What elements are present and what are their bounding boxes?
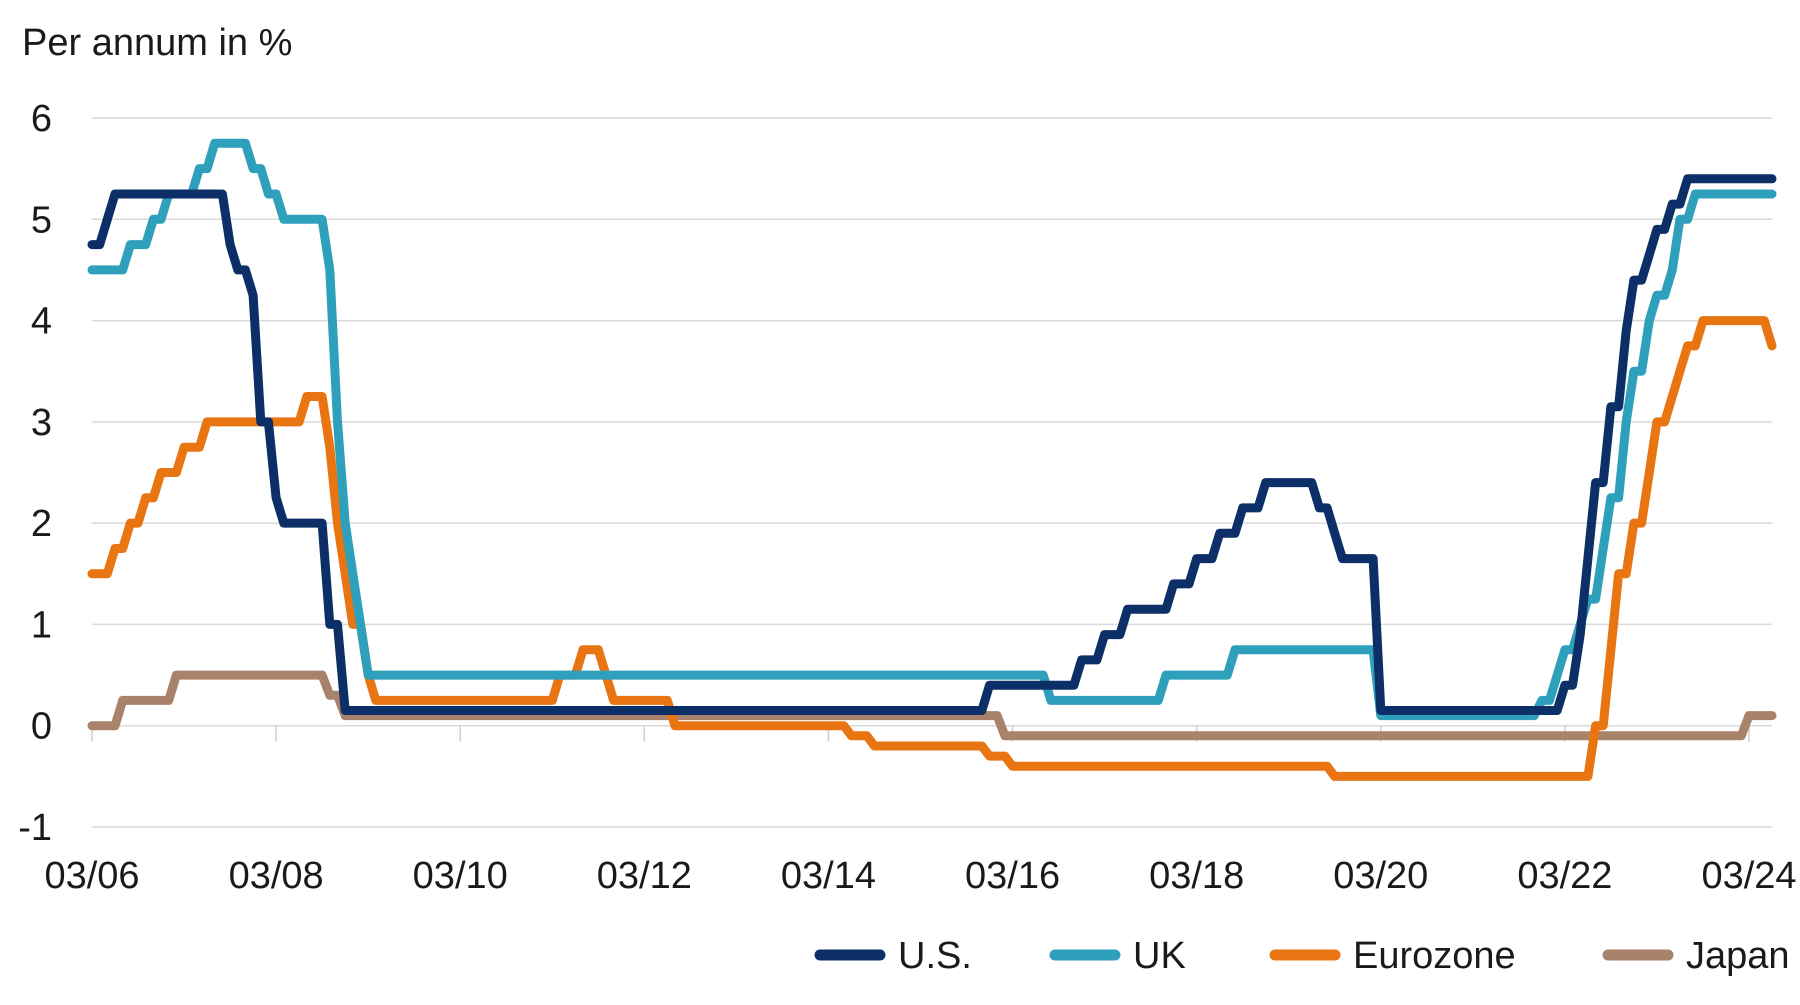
legend-label-japan: Japan <box>1686 935 1790 977</box>
y-tick-label: 2 <box>31 503 52 545</box>
x-axis-ticks: 03/06 03/08 03/10 03/12 03/14 03/16 03/18 03/20… <box>44 725 1797 897</box>
y-tick-label: 1 <box>31 604 52 646</box>
y-tick-label: -1 <box>18 807 52 849</box>
y-axis-ticks: 6 5 4 3 2 1 0 -1 <box>18 98 52 849</box>
series-line-us <box>87 174 1777 715</box>
x-tick-label: 03/16 <box>965 855 1060 897</box>
x-tick-label: 03/12 <box>597 855 692 897</box>
series-line-uk <box>87 138 1777 721</box>
x-tick-label: 03/06 <box>44 855 139 897</box>
y-axis-unit-label: Per annum in % <box>22 22 292 64</box>
y-tick-label: 4 <box>31 301 52 343</box>
legend-label-eurozone: Eurozone <box>1353 935 1516 977</box>
y-tick-label: 5 <box>31 199 52 241</box>
legend-label-us: U.S. <box>898 935 972 977</box>
legend: U.S. UK Eurozone Japan <box>814 935 1790 977</box>
series-line-japan <box>87 670 1777 741</box>
x-tick-label: 03/10 <box>413 855 508 897</box>
series-line-eurozone <box>87 316 1777 781</box>
legend-label-uk: UK <box>1133 935 1186 977</box>
series-lines <box>87 138 1777 781</box>
gridlines <box>92 117 1772 828</box>
y-tick-label: 3 <box>31 402 52 444</box>
x-tick-label: 03/18 <box>1149 855 1244 897</box>
y-tick-label: 6 <box>31 98 52 140</box>
y-tick-label: 0 <box>31 706 52 748</box>
x-tick-label: 03/08 <box>229 855 324 897</box>
x-tick-label: 03/24 <box>1701 855 1796 897</box>
x-tick-label: 03/20 <box>1333 855 1428 897</box>
x-tick-label: 03/14 <box>781 855 876 897</box>
x-tick-label: 03/22 <box>1517 855 1612 897</box>
